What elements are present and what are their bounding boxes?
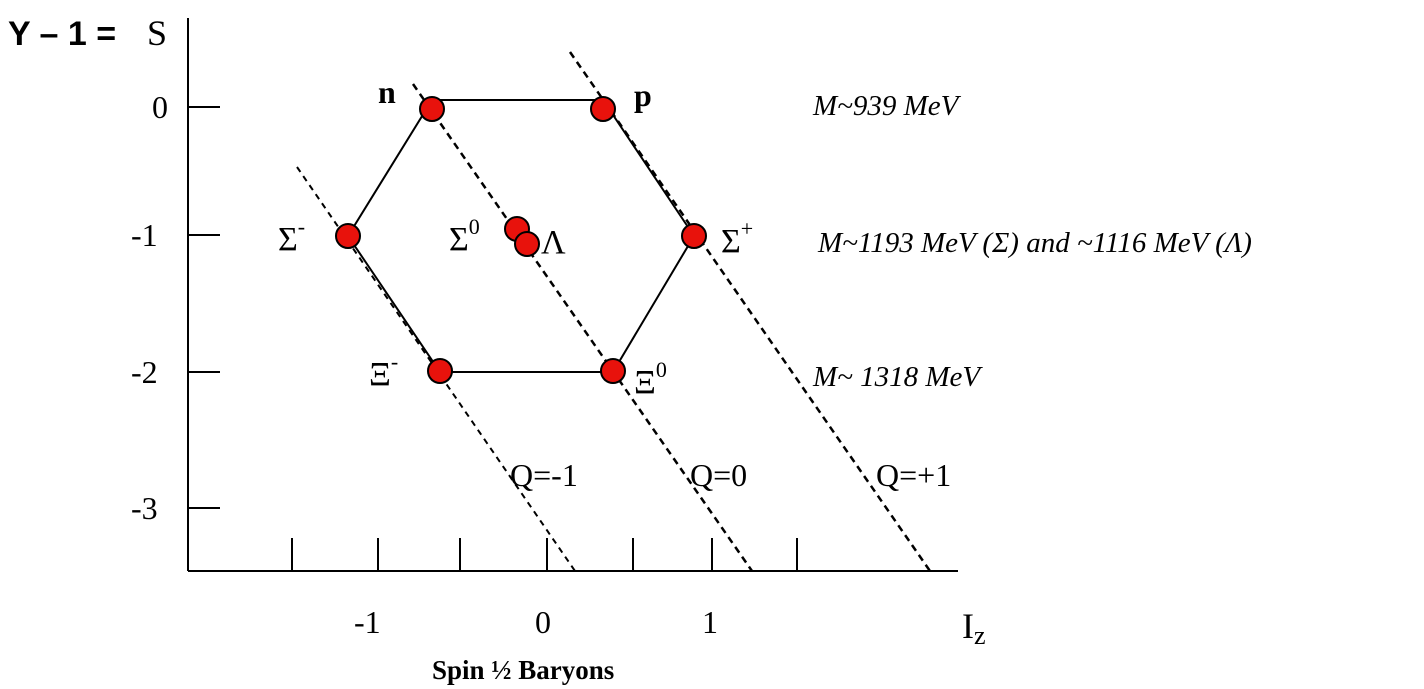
x-axis-title-main: I	[962, 606, 974, 646]
label-lambda: Λ	[541, 224, 566, 261]
y-tick-label-1: -1	[131, 217, 158, 253]
mass-label-row1: M~1193 MeV (Σ) and ~1116 MeV (Λ)	[817, 227, 1252, 259]
mass-label-row0: M~939 MeV	[812, 90, 962, 122]
y-tick-label-3: -3	[131, 490, 158, 526]
label-xi-zero: Ξ0	[634, 357, 667, 401]
y-axis-title-prefix: Y – 1 =	[8, 15, 116, 53]
y-axis-title-s: S	[147, 13, 167, 53]
label-xi-minus: Ξ-	[369, 349, 398, 393]
particle-xi-minus	[427, 358, 453, 384]
label-n: n	[378, 74, 396, 110]
x-tick-label-1: 1	[702, 604, 718, 640]
particle-n	[419, 96, 445, 122]
label-sigma-plus: Σ+	[721, 216, 753, 260]
label-p: p	[634, 77, 652, 113]
y-tick-label-2: -2	[131, 354, 158, 390]
x-axis-title: Iz	[962, 606, 986, 650]
label-sigma-minus: Σ-	[278, 214, 305, 258]
particle-sigma-minus	[335, 223, 361, 249]
y-tick-label-0: 0	[152, 89, 168, 125]
label-sigma-zero: Σ0	[449, 214, 480, 258]
particle-lambda	[514, 231, 540, 257]
caption: Spin ½ Baryons	[432, 655, 614, 685]
particle-p	[590, 96, 616, 122]
particle-sigma-plus	[681, 223, 707, 249]
charge-line-q-zero	[411, 83, 754, 572]
x-tick-label-0: 0	[535, 604, 551, 640]
x-axis-title-sub: z	[974, 621, 986, 650]
label-q-plus: Q=+1	[876, 457, 951, 493]
x-tick-label-minus1: -1	[354, 604, 381, 640]
label-q-zero: Q=0	[690, 457, 747, 493]
mass-label-row2: M~ 1318 MeV	[812, 361, 983, 393]
particle-xi-zero	[600, 358, 626, 384]
charge-line-q-plus	[568, 51, 932, 572]
label-q-minus: Q=-1	[510, 457, 578, 493]
